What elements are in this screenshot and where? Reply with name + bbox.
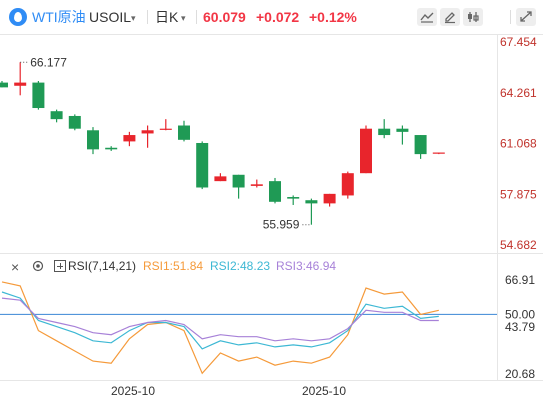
candle-body (305, 200, 318, 204)
oil-drop-icon (9, 8, 27, 26)
candle-body (196, 142, 209, 188)
divider (510, 10, 511, 24)
rsi-y-tick-label: 43.79 (505, 320, 535, 334)
candle-body (159, 128, 172, 130)
expand-indicator-icon[interactable] (54, 260, 66, 272)
symbol-dropdown-icon[interactable]: ▾ (131, 13, 136, 23)
candle-body (214, 176, 227, 182)
price-change: +0.072 (256, 9, 300, 25)
candle-body (0, 82, 8, 88)
rsi-indicator-bar: × RSI(7,14,21) RSI1:51.84 RSI2:48.23 RSI… (0, 257, 400, 275)
candle-body (50, 111, 63, 120)
close-indicator-icon[interactable]: × (11, 259, 20, 275)
candle-body (232, 174, 245, 188)
indicator-name: RSI(7,14,21) (68, 259, 137, 273)
price-change-percent: +0.12% (309, 9, 357, 25)
high-annotation: 66.177 (30, 55, 67, 69)
price-y-tick-label: 54.682 (500, 238, 537, 252)
low-annotation: 55.959 (263, 218, 300, 232)
divider (147, 10, 148, 24)
rsi2-value: RSI2:48.23 (210, 259, 271, 273)
candle-body (432, 152, 445, 154)
candle-body (105, 147, 118, 150)
candle-body (178, 125, 190, 140)
candle-body (250, 184, 263, 186)
candle-body (287, 197, 300, 199)
symbol-name[interactable]: WTI原油 (32, 9, 86, 25)
candle-body (378, 128, 391, 136)
candle-body (141, 130, 154, 134)
indicator-wave-icon[interactable] (417, 8, 437, 26)
price-y-tick-label: 64.261 (500, 86, 537, 100)
rsi-series-rsi1 (1, 281, 439, 375)
rsi-y-tick-label: 66.91 (505, 273, 535, 287)
rsi-y-tick-label: 20.68 (505, 367, 535, 381)
candle-body (32, 82, 45, 109)
candle-body (414, 135, 427, 155)
price-y-tick-label: 57.875 (500, 187, 537, 201)
price-y-tick-label: 67.454 (500, 35, 537, 49)
candle-body (341, 173, 354, 196)
rsi3-value: RSI3:46.94 (276, 259, 337, 273)
candle-body (323, 193, 336, 204)
x-tick-label: 2025-10 (111, 384, 155, 398)
candle-body (269, 181, 281, 202)
candle-body (68, 115, 81, 129)
x-tick-label: 2025-10 (302, 384, 346, 398)
candle-body (123, 135, 136, 142)
pencil-icon[interactable] (440, 8, 460, 26)
period-selector[interactable]: 日K (155, 9, 179, 25)
period-dropdown-icon[interactable]: ▾ (181, 13, 186, 23)
last-price: 60.079 (203, 9, 246, 25)
candle-body (87, 130, 99, 150)
candle-body (396, 128, 409, 132)
settings-gear-icon[interactable] (32, 260, 44, 272)
rsi-series-rsi2 (1, 291, 439, 350)
candle-body (14, 82, 27, 86)
price-y-tick-label: 61.068 (500, 137, 537, 151)
expand-icon[interactable] (516, 8, 536, 26)
candle-body (360, 128, 372, 174)
rsi-y-tick-label: 50.00 (505, 307, 535, 321)
divider (196, 10, 197, 24)
compare-icon[interactable] (463, 8, 483, 26)
rsi-series-rsi3 (1, 297, 439, 342)
symbol-code[interactable]: USOIL (89, 9, 132, 25)
header-bar: WTI原油 USOIL ▾ 日K ▾ 60.079 +0.072 +0.12% (0, 0, 543, 34)
rsi1-value: RSI1:51.84 (143, 259, 204, 273)
